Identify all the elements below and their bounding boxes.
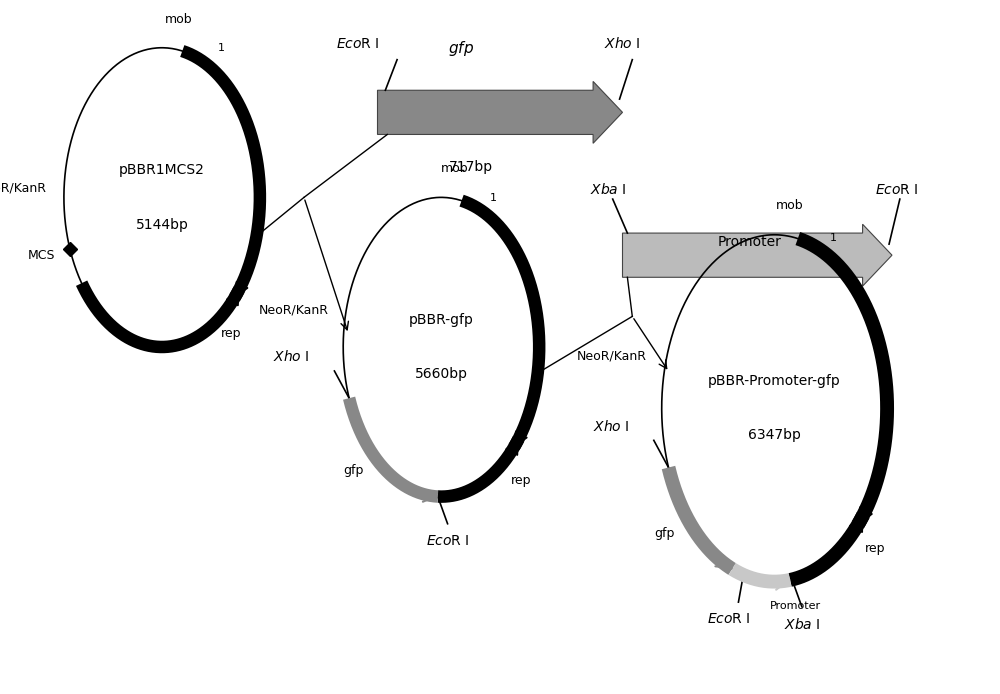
Text: pBBR1MCS2: pBBR1MCS2 (119, 163, 205, 177)
Text: $\it{gfp}$: $\it{gfp}$ (448, 39, 474, 58)
Text: $\it{Xho}$ I: $\it{Xho}$ I (593, 418, 629, 434)
Text: NeoR/KanR: NeoR/KanR (577, 350, 647, 363)
Text: Promoter: Promoter (770, 601, 821, 611)
Text: $\it{Eco}$R I: $\it{Eco}$R I (875, 183, 919, 197)
Text: NeoR/KanR: NeoR/KanR (0, 182, 47, 194)
Text: rep: rep (221, 328, 242, 341)
Text: 1: 1 (830, 233, 837, 243)
Text: pBBR-Promoter-gfp: pBBR-Promoter-gfp (708, 374, 841, 388)
Text: $\it{Eco}$R I: $\it{Eco}$R I (336, 37, 380, 51)
Text: 5144bp: 5144bp (135, 218, 188, 232)
Text: MCS: MCS (28, 249, 55, 262)
Text: rep: rep (864, 543, 885, 555)
Text: Promoter: Promoter (718, 235, 782, 248)
Text: 6347bp: 6347bp (748, 428, 801, 442)
Text: $\it{Xba}$ I: $\it{Xba}$ I (590, 183, 626, 197)
Text: NeoR/KanR: NeoR/KanR (258, 303, 328, 316)
Text: $\it{Xho}$ I: $\it{Xho}$ I (604, 36, 641, 51)
Text: 5660bp: 5660bp (415, 367, 468, 381)
Text: $\it{Eco}$R I: $\it{Eco}$R I (426, 534, 469, 548)
Text: rep: rep (510, 473, 531, 486)
Text: 1: 1 (490, 193, 497, 203)
Text: $\it{Xba}$ I: $\it{Xba}$ I (784, 617, 820, 632)
Text: 717bp: 717bp (449, 160, 493, 174)
Text: $\it{Eco}$R I: $\it{Eco}$R I (707, 612, 750, 626)
Text: mob: mob (441, 162, 468, 175)
FancyArrow shape (622, 224, 892, 286)
Text: $\it{Xho}$ I: $\it{Xho}$ I (273, 349, 310, 364)
Text: pBBR-gfp: pBBR-gfp (409, 313, 474, 327)
Text: gfp: gfp (344, 464, 364, 477)
Text: 1: 1 (217, 43, 224, 53)
Text: gfp: gfp (654, 527, 674, 540)
Text: mob: mob (776, 199, 803, 212)
FancyArrow shape (378, 81, 622, 143)
Text: mob: mob (164, 12, 192, 26)
